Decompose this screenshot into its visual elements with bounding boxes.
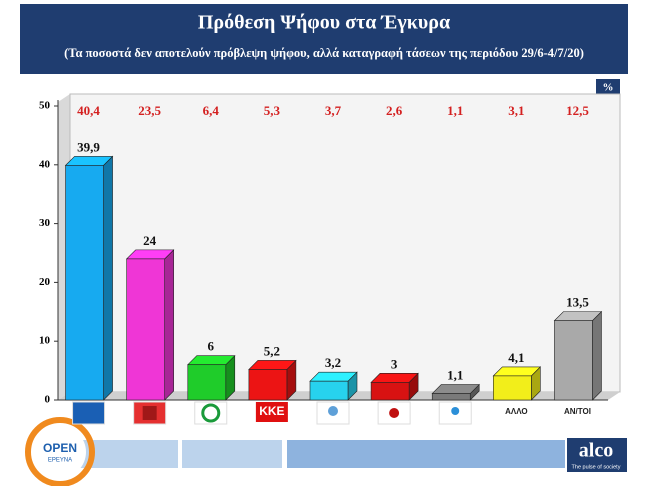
value-label: 3 [391, 356, 398, 371]
category-logo-mark [328, 406, 338, 416]
value-label: 24 [143, 233, 157, 248]
value-label: 13,5 [566, 295, 589, 310]
unit-label: % [603, 82, 614, 94]
bar-side [592, 310, 602, 401]
y-tick-label: 50 [39, 100, 51, 112]
bar-side [103, 155, 113, 401]
bar [187, 364, 227, 401]
y-tick-label: 20 [39, 276, 51, 288]
bar [431, 393, 471, 401]
value-label: 3,2 [325, 355, 341, 370]
bar [493, 375, 532, 401]
category-logo-mark [451, 407, 460, 415]
previous-value-label: 3,1 [508, 103, 524, 118]
bar [309, 380, 349, 401]
bar [248, 369, 288, 401]
channel-logo-ring [25, 417, 95, 486]
unit-badge [596, 79, 620, 95]
previous-value-label: 40,4 [77, 103, 100, 118]
x-tick-label: ΑΛΛΟ [505, 407, 527, 416]
brand-name: alco [579, 440, 613, 462]
value-label: 4,1 [508, 350, 524, 365]
channel-logo [34, 426, 86, 478]
x-tick-label: ΑΝ/ΤΟΙ [564, 407, 591, 416]
previous-value-label: 23,5 [138, 103, 161, 118]
previous-value-label: 1,1 [447, 103, 463, 118]
category-logo [72, 401, 106, 425]
category-logo [255, 402, 288, 422]
previous-value-label: 6,4 [203, 103, 220, 118]
bar [126, 258, 165, 401]
value-label: 5,2 [264, 343, 280, 358]
value-label: 1,1 [447, 368, 463, 383]
previous-value-label: 12,5 [566, 103, 589, 118]
category-logo-mark [142, 406, 157, 420]
y-tick-label: 10 [39, 335, 51, 347]
chart-title: Πρόθεση Ψήφου στα Έγκυρα [198, 12, 450, 34]
y-tick-label: 0 [45, 394, 51, 406]
value-label: 39,9 [77, 139, 100, 154]
category-logo-mark [201, 403, 221, 423]
channel-sub: ΕΡΕΥΝΑ [48, 458, 72, 464]
chart-subtitle: (Τα ποσοστά δεν αποτελούν πρόβλεψη ψήφου… [64, 46, 584, 60]
footer-band [182, 440, 282, 468]
brand-box [567, 438, 627, 472]
footer-band [287, 440, 565, 468]
bar [554, 320, 593, 401]
bar-side [164, 249, 174, 401]
footer-band [70, 440, 178, 468]
bar [370, 382, 410, 401]
category-logo [194, 401, 228, 425]
y-tick-label: 40 [39, 158, 51, 170]
header-box [20, 4, 628, 74]
category-logo-mark [389, 408, 400, 418]
value-label: 6 [208, 339, 215, 354]
bar [65, 165, 104, 401]
previous-value-label: 2,6 [386, 103, 403, 118]
previous-value-label: 5,3 [264, 103, 281, 118]
y-tick-label: 30 [39, 217, 51, 229]
previous-value-label: 3,7 [325, 103, 342, 118]
x-tick-label: ΚΚΕ [259, 404, 284, 418]
channel-name: OPEN [43, 441, 77, 455]
brand-tagline: The pulse of society [572, 464, 621, 470]
